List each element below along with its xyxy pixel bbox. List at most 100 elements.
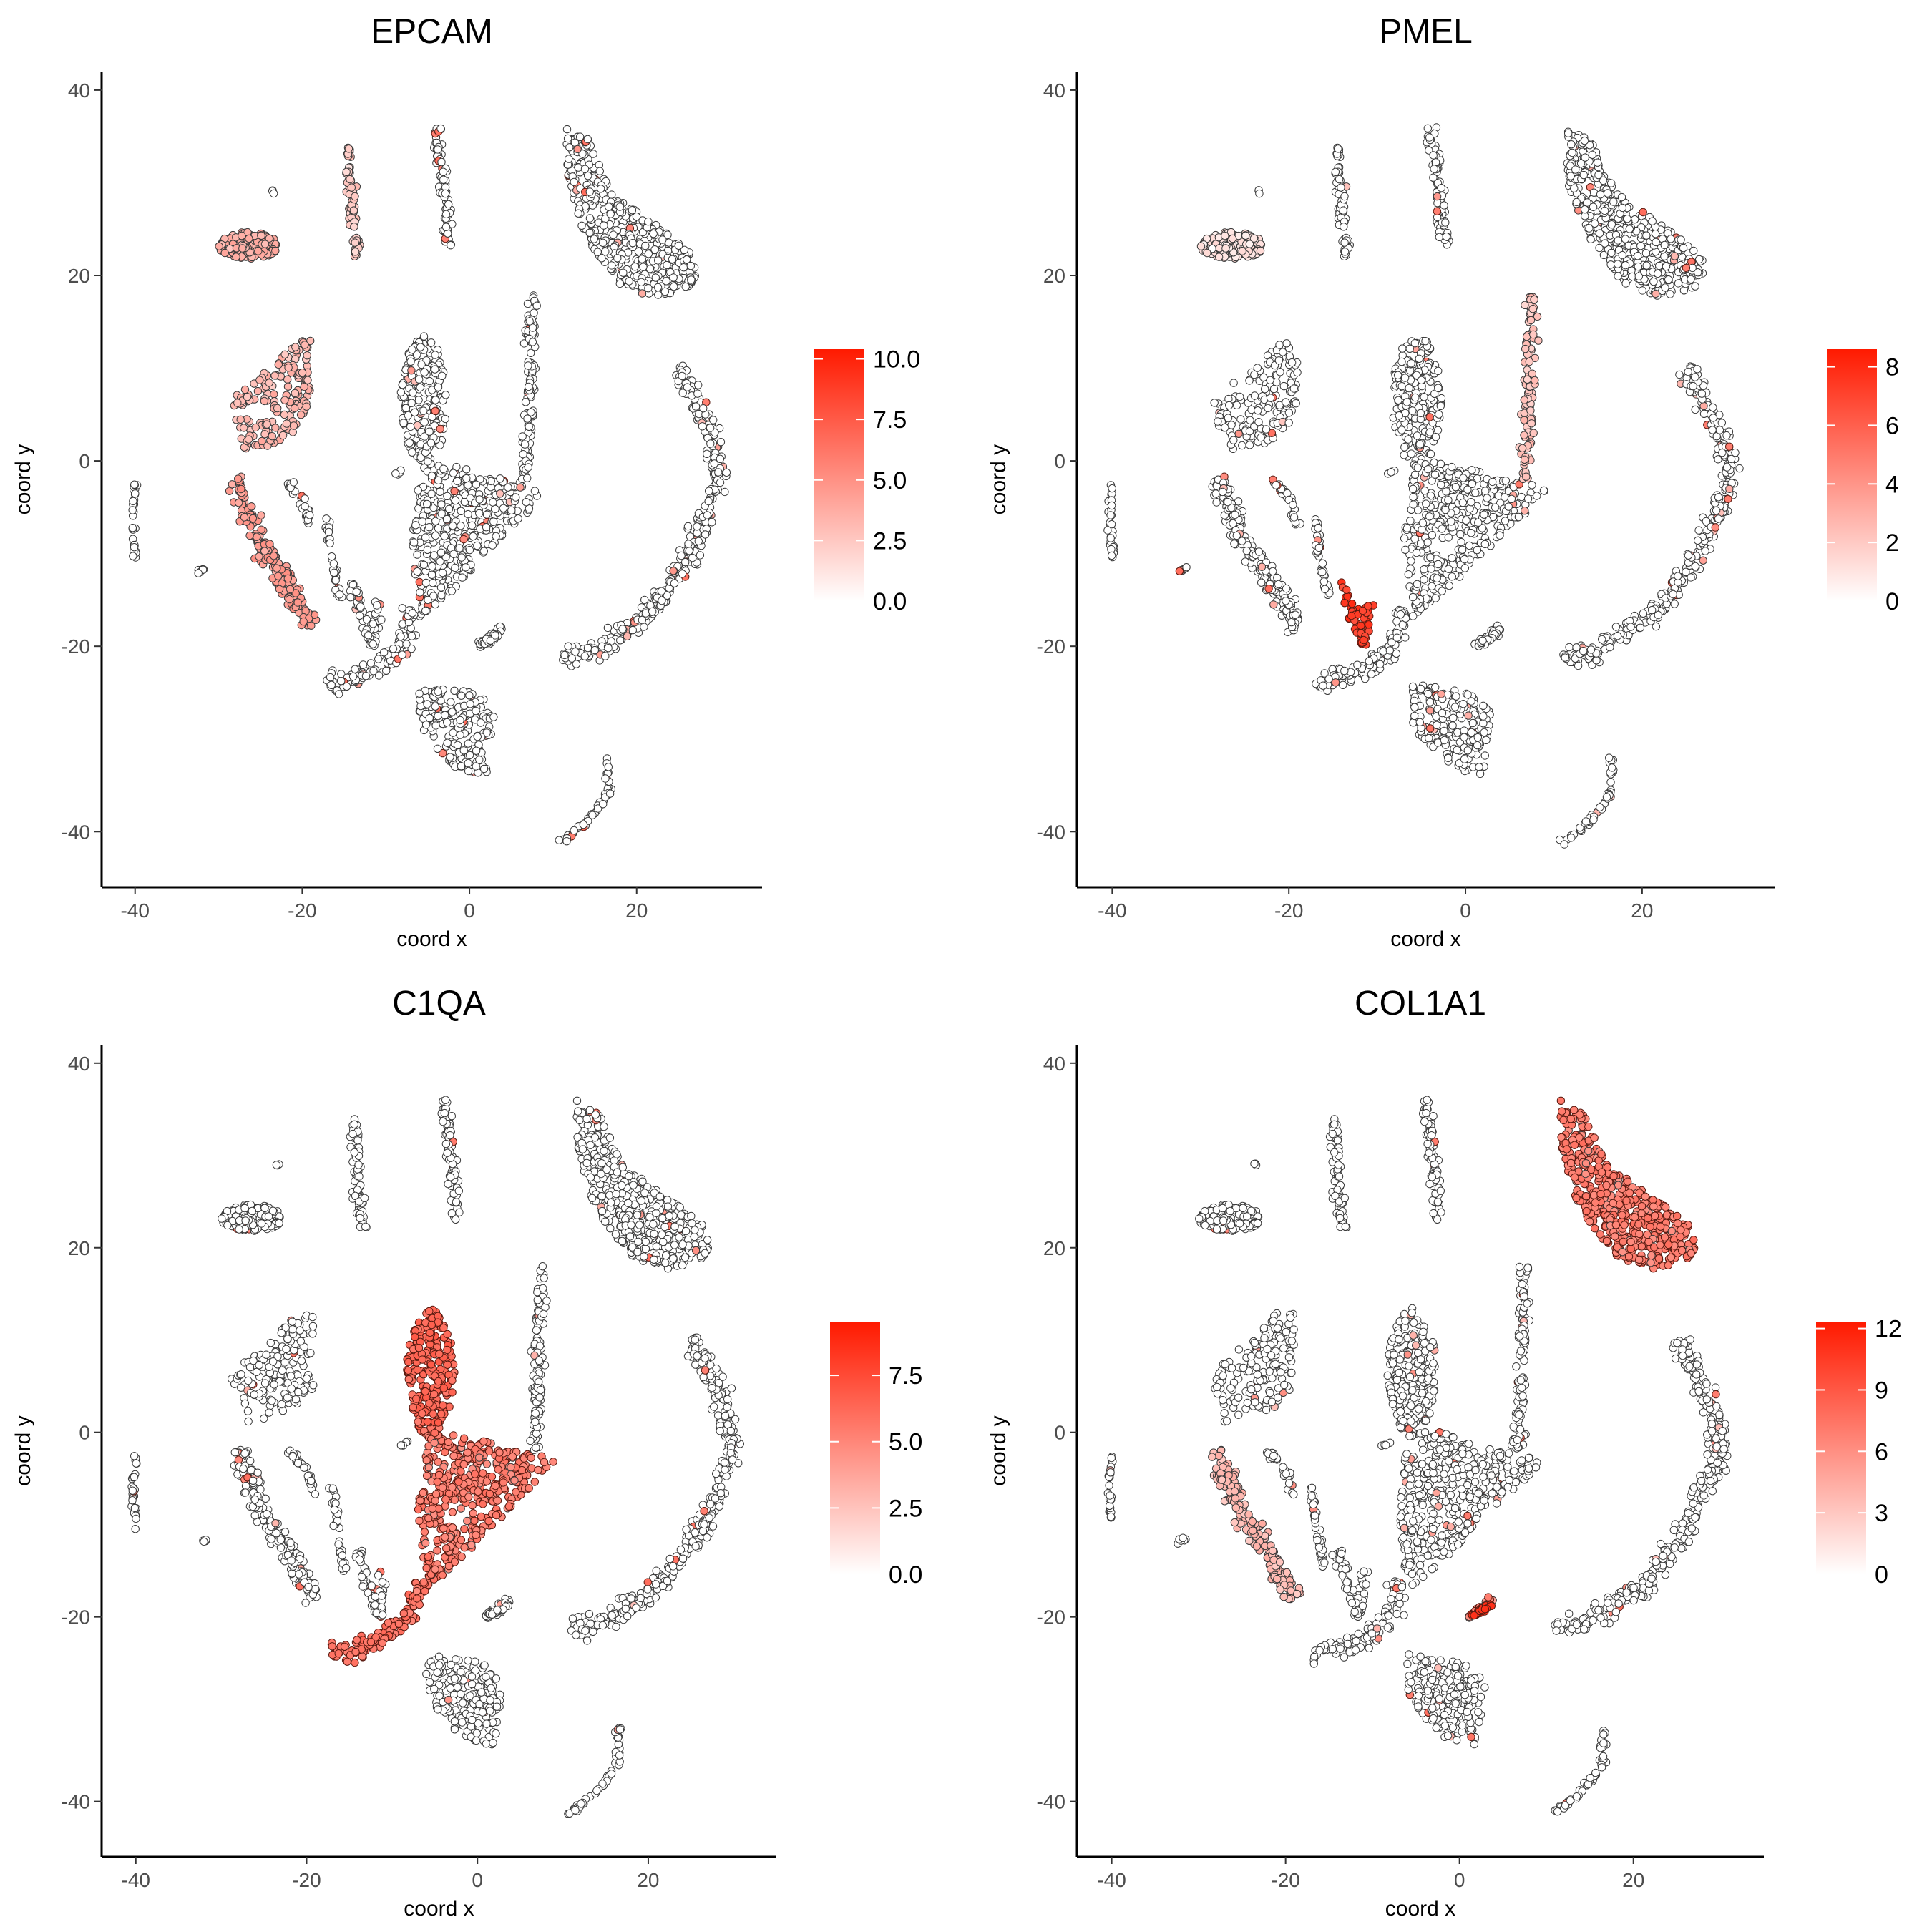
cell-point	[562, 837, 571, 846]
cell-point	[465, 545, 474, 555]
cell-point	[1401, 633, 1410, 642]
colorbar	[814, 349, 864, 601]
cell-point	[601, 774, 610, 783]
cell-point	[1467, 529, 1475, 537]
cell-point	[1273, 573, 1282, 582]
cell-point	[443, 492, 452, 500]
cell-point	[1451, 483, 1460, 492]
cell-point	[441, 711, 449, 720]
cell-point	[1365, 657, 1374, 665]
cell-point	[1564, 129, 1573, 137]
cell-point	[468, 521, 477, 530]
cell-point	[1331, 678, 1340, 687]
cell-point	[641, 609, 650, 618]
cell-point	[709, 416, 718, 424]
cell-point	[286, 585, 295, 594]
cell-point	[1593, 158, 1602, 167]
cell-point	[301, 502, 309, 511]
cell-point	[257, 511, 265, 519]
cell-point	[630, 263, 639, 271]
cell-point	[1319, 681, 1327, 690]
cell-point	[1282, 398, 1290, 406]
cell-point	[530, 308, 538, 317]
cell-point	[499, 504, 508, 512]
cell-point	[608, 261, 616, 270]
cell-point	[693, 522, 701, 531]
cell-point	[1402, 524, 1412, 532]
cell-point	[380, 648, 389, 657]
cell-point	[431, 702, 439, 711]
cell-point	[1441, 505, 1450, 514]
cell-point	[525, 382, 533, 391]
cell-point	[1429, 173, 1438, 182]
cell-point	[489, 713, 498, 721]
cell-point	[128, 506, 137, 514]
cell-point	[306, 511, 314, 519]
cell-point	[349, 206, 358, 215]
cell-point	[1415, 354, 1424, 363]
cell-point	[1614, 272, 1622, 280]
cell-point	[462, 474, 471, 483]
cell-point	[1695, 255, 1704, 264]
cell-point	[215, 242, 223, 250]
cell-point	[641, 241, 650, 250]
cell-point	[398, 380, 407, 389]
cell-point	[1475, 763, 1483, 771]
cell-point	[436, 424, 444, 434]
cell-point	[406, 357, 415, 366]
cell-point	[703, 511, 711, 519]
colorbar-tick-label: 10.0	[873, 346, 920, 374]
cell-point	[521, 398, 530, 406]
cell-point	[342, 167, 351, 177]
cell-point	[1468, 466, 1476, 474]
cell-point	[1269, 567, 1277, 576]
cell-point	[518, 432, 527, 441]
cell-point	[1459, 474, 1468, 482]
cell-point	[434, 687, 442, 696]
cell-point	[430, 551, 439, 560]
cell-point	[462, 465, 471, 474]
cell-point	[590, 645, 599, 655]
cell-point	[639, 263, 648, 271]
panel-title: PMEL	[1379, 13, 1473, 51]
cell-point	[414, 396, 423, 404]
cell-point	[1586, 235, 1595, 243]
cell-point	[1276, 368, 1284, 376]
cell-point	[1621, 235, 1630, 243]
cell-point	[414, 486, 422, 494]
cell-point	[572, 660, 581, 668]
cell-point	[658, 596, 666, 605]
cell-point	[564, 642, 572, 650]
cell-point	[687, 275, 696, 284]
cell-point	[396, 388, 406, 396]
cell-point	[577, 221, 586, 230]
cell-point	[1339, 680, 1347, 689]
cell-point	[453, 477, 462, 486]
cell-point	[1655, 261, 1664, 270]
cell-point	[449, 728, 457, 737]
cell-point	[1480, 510, 1488, 519]
cell-point	[588, 811, 597, 819]
cell-point	[245, 234, 253, 243]
cell-point	[638, 255, 646, 263]
cell-point	[1654, 269, 1662, 278]
cell-point	[575, 132, 585, 141]
cell-point	[579, 820, 588, 829]
cell-point	[657, 587, 666, 595]
cell-point	[260, 430, 269, 439]
cell-point	[1397, 426, 1406, 434]
cell-point	[1250, 391, 1259, 400]
cell-point	[1427, 565, 1435, 573]
cell-point	[605, 789, 615, 798]
cell-point	[1339, 206, 1347, 215]
cell-point	[1448, 554, 1456, 562]
cell-point	[415, 689, 424, 698]
cell-point	[347, 183, 356, 192]
cell-point	[299, 617, 308, 626]
cell-point	[681, 557, 690, 567]
cell-point	[472, 746, 481, 755]
cell-point	[425, 523, 434, 532]
cell-point	[269, 189, 278, 198]
cell-point	[408, 609, 417, 618]
cell-point	[640, 595, 649, 605]
